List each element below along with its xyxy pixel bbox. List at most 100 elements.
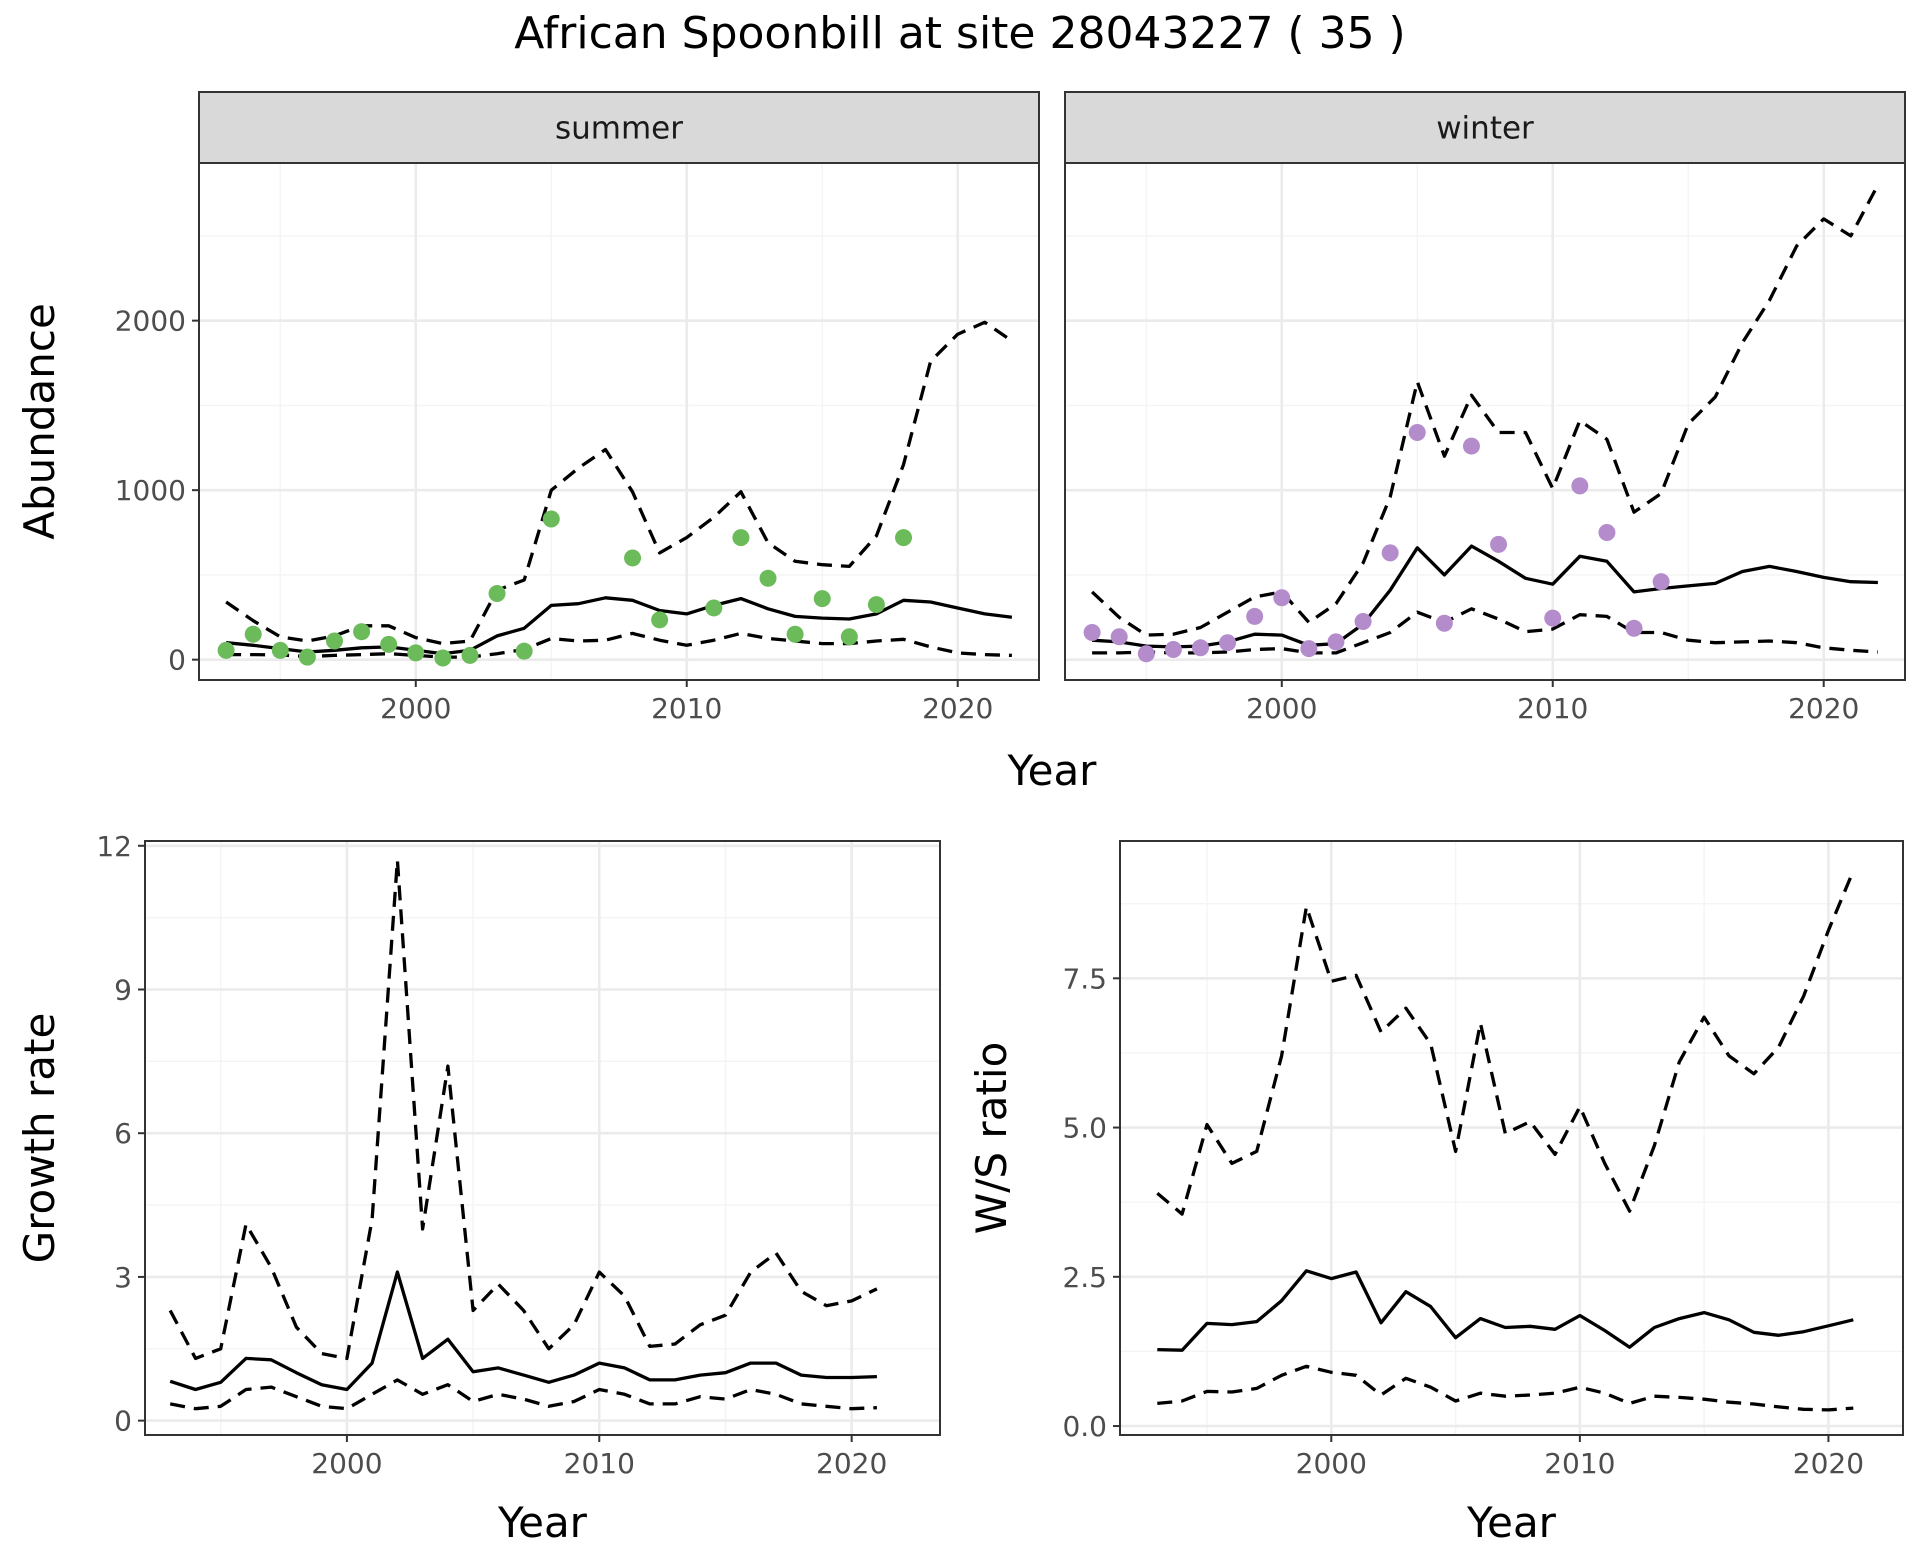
series-line-lower [1092,607,1879,655]
y-tick-label: 7.5 [1062,962,1107,995]
data-point [1164,640,1182,658]
data-point [325,632,343,650]
chart-title: African Spoonbill at site 28043227 ( 35 … [514,8,1405,59]
x-tick-label: 2020 [1788,692,1859,725]
y-tick-label: 0.0 [1062,1410,1107,1443]
data-point [867,596,885,614]
data-point [488,585,506,603]
data-point [434,649,452,667]
data-point [1273,589,1291,607]
data-point [298,648,316,666]
data-point [380,635,398,653]
x-tick-label: 2020 [922,692,993,725]
data-point [732,529,750,547]
panel-abundance-summer: summer 2000 2010 2020 0 1000 2000 Abundance [15,91,1040,725]
data-point [1408,424,1426,442]
facet-strip [198,91,1040,164]
x-axis-title: Year [497,1498,588,1547]
data-point [244,625,262,643]
data-point [1490,535,1508,553]
x-tick-label: 2010 [1544,1447,1615,1480]
series-line-upper [225,320,1013,646]
panel-growth-rate: 2000 2010 2020 0 3 6 9 12 Growth rate Year [15,830,941,1547]
data-point [1300,640,1318,658]
y-tick-label: 5.0 [1062,1112,1107,1145]
x-axis-title: Year [1466,1498,1557,1547]
data-point [786,625,804,643]
data-point [1598,524,1616,542]
panel-border [1119,840,1904,1436]
data-point [1462,437,1480,455]
data-point [1354,613,1372,631]
x-tick-label: 2020 [1793,1447,1864,1480]
data-point [895,529,913,547]
y-axis-title: W/S ratio [967,1042,1016,1235]
data-point [407,644,425,662]
facet-label: summer [555,111,683,147]
data-point [542,510,560,528]
data-point [1544,609,1562,627]
data-point [461,646,479,664]
series-line-estimate [1157,1269,1854,1352]
data-point [1435,614,1453,632]
y-tick-label: 2.5 [1062,1261,1107,1294]
x-tick-label: 2010 [1517,692,1588,725]
x-tick-label: 2000 [1296,1447,1367,1480]
y-tick-label: 0 [114,1405,132,1438]
data-point [705,599,723,617]
y-tick-label: 3 [114,1261,132,1294]
series-line-upper [168,858,878,1361]
data-point [1381,544,1399,562]
data-point [1327,633,1345,651]
panel-border [144,840,941,1436]
panel-background [199,163,1039,680]
series-line-estimate [169,1270,877,1392]
x-tick-label: 2020 [816,1447,887,1480]
series-line-lower [1157,1364,1854,1412]
data-point [271,641,289,659]
data-point [1219,634,1237,652]
panel-background [1120,841,1903,1435]
data-point [1191,639,1209,657]
x-tick-label: 2010 [564,1447,635,1480]
data-point [1652,573,1670,591]
y-tick-label: 6 [114,1117,132,1150]
data-point [1137,645,1155,663]
series-line-upper [1090,184,1880,637]
data-point [759,569,777,587]
panel-abundance-winter: winter 2000 2010 2020 [1064,91,1906,725]
data-point [651,611,669,629]
data-point [1571,477,1589,495]
x-tick-label: 2010 [651,692,722,725]
data-point [1083,624,1101,642]
data-point [840,628,858,646]
facet-label: winter [1436,111,1534,147]
data-point [1110,628,1128,646]
chart-panels: summer 2000 2010 2020 0 1000 2000 Abundance wint… [15,91,1906,1547]
data-point [353,623,371,641]
x-tick-label: 2000 [311,1447,382,1480]
y-tick-label: 1000 [115,474,186,507]
data-point [813,590,831,608]
panel-background [1065,163,1905,680]
y-tick-label: 9 [114,974,132,1007]
data-point [1246,607,1264,625]
series-line-upper [1156,870,1855,1216]
x-tick-label: 2000 [1246,692,1317,725]
y-axis-title: Growth rate [15,1013,64,1264]
series-line-lower [226,631,1012,659]
facet-strip [1064,91,1906,164]
panel-ws-ratio: 2000 2010 2020 0.0 2.5 5.0 7.5 W/S ratio Year [967,840,1904,1547]
series-line-lower [169,1378,877,1411]
data-point [624,549,642,567]
y-tick-label: 2000 [115,305,186,338]
data-point [515,642,533,660]
x-tick-label: 2000 [380,692,451,725]
data-point [217,641,235,659]
x-axis-title-top: Year [1007,746,1098,795]
data-point [1625,619,1643,637]
y-tick-label: 12 [96,830,132,863]
panel-background [145,841,940,1435]
y-tick-label: 0 [168,644,186,677]
